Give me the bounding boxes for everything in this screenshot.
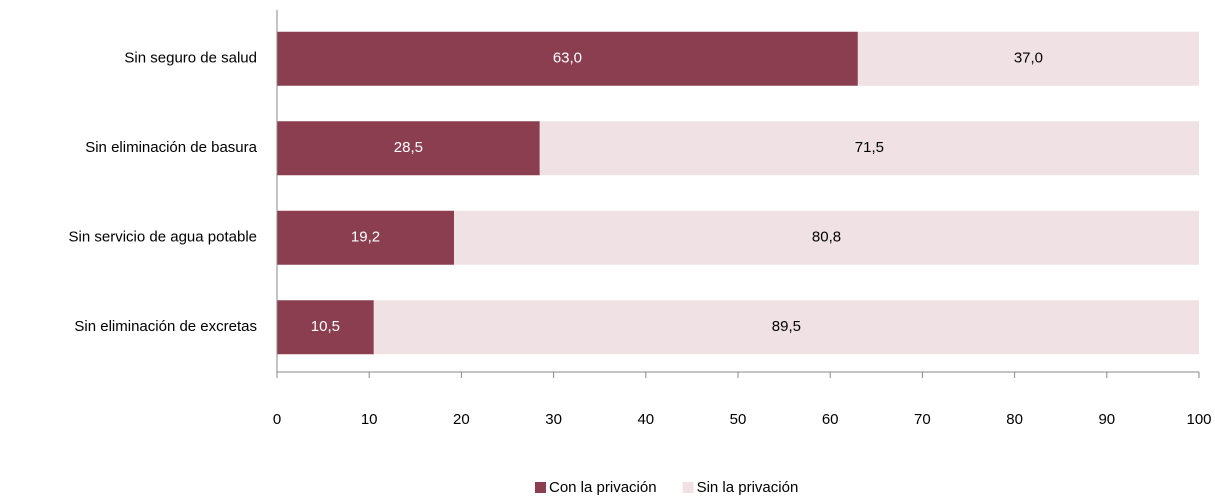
bar-segment bbox=[277, 300, 374, 355]
data-label: 71,5 bbox=[855, 139, 884, 156]
legend-label: Sin la privación bbox=[697, 479, 799, 496]
data-label: 19,2 bbox=[351, 229, 380, 246]
bar-segment bbox=[373, 300, 1199, 355]
y-tick-label: Sin eliminación de excretas bbox=[74, 318, 257, 335]
bar-segment bbox=[277, 210, 455, 265]
data-label: 10,5 bbox=[311, 318, 340, 335]
legend-swatch bbox=[535, 482, 546, 493]
y-tick-label: Sin servicio de agua potable bbox=[69, 229, 257, 246]
x-tick-label: 60 bbox=[822, 411, 839, 428]
data-label: 63,0 bbox=[553, 50, 582, 67]
data-label: 28,5 bbox=[394, 139, 423, 156]
y-tick-label: Sin seguro de salud bbox=[124, 50, 257, 67]
bar-segment bbox=[539, 121, 1199, 176]
bar-segment bbox=[857, 31, 1199, 86]
x-tick-label: 50 bbox=[730, 411, 747, 428]
bar-segment bbox=[277, 121, 540, 176]
x-tick-label: 0 bbox=[273, 411, 281, 428]
data-label: 80,8 bbox=[812, 229, 841, 246]
x-tick-label: 90 bbox=[1098, 411, 1115, 428]
x-tick-label: 20 bbox=[453, 411, 470, 428]
legend-label: Con la privación bbox=[549, 479, 657, 496]
data-label: 89,5 bbox=[772, 318, 801, 335]
x-tick-label: 10 bbox=[361, 411, 378, 428]
bar-segment bbox=[277, 31, 858, 86]
legend-swatch bbox=[682, 482, 694, 493]
y-tick-label: Sin eliminación de basura bbox=[85, 139, 257, 156]
x-tick-label: 40 bbox=[637, 411, 654, 428]
x-tick-label: 100 bbox=[1186, 411, 1211, 428]
x-tick-label: 80 bbox=[1006, 411, 1023, 428]
x-tick-label: 70 bbox=[914, 411, 931, 428]
data-label: 37,0 bbox=[1014, 50, 1043, 67]
x-tick-label: 30 bbox=[545, 411, 562, 428]
bar-segment bbox=[454, 210, 1199, 265]
